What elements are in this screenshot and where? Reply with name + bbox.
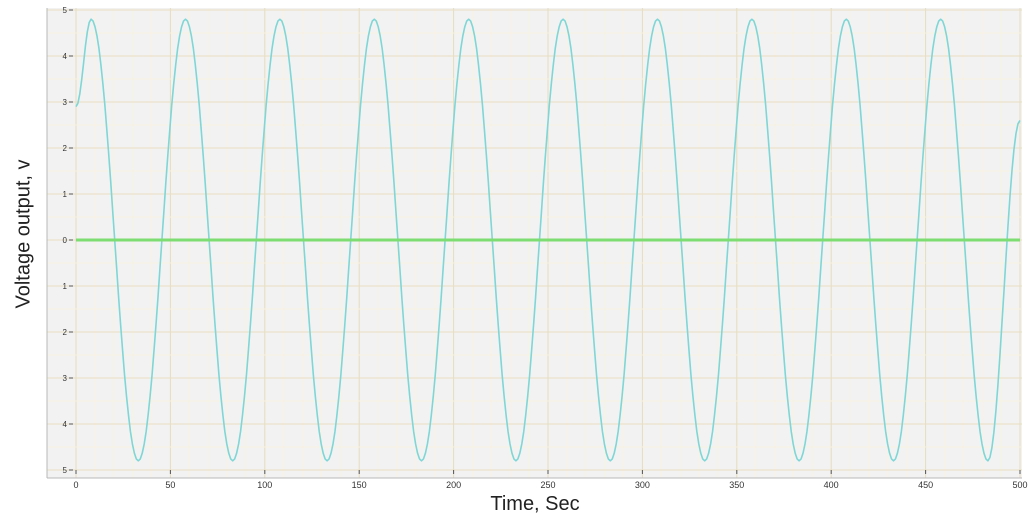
y-tick-label: 2 bbox=[63, 144, 68, 153]
y-tick-label: 1 bbox=[63, 190, 68, 199]
y-tick-label: 4 bbox=[63, 52, 68, 61]
x-tick-label: 350 bbox=[729, 480, 744, 490]
grid bbox=[47, 8, 1022, 478]
x-tick-label: 150 bbox=[352, 480, 367, 490]
series-line-voltage bbox=[75, 18, 1021, 462]
y-tick-label: 2 bbox=[63, 328, 68, 337]
y-tick-label: 4 bbox=[63, 420, 68, 429]
y-tick-label: 3 bbox=[63, 374, 68, 383]
y-tick-label: 5 bbox=[63, 466, 68, 475]
x-tick-labels: 0 50 100 150 200 250 300 350 400 450 500 bbox=[73, 470, 1028, 490]
y-tick-labels: 5 4 3 2 1 0 1 2 3 4 5 bbox=[63, 6, 73, 475]
x-tick-label: 200 bbox=[446, 480, 461, 490]
y-tick-label: 3 bbox=[63, 98, 68, 107]
x-tick-label: 250 bbox=[540, 480, 555, 490]
y-axis-label-text: Voltage output, v bbox=[12, 159, 35, 309]
x-tick-label: 100 bbox=[257, 480, 272, 490]
x-tick-label: 500 bbox=[1012, 480, 1027, 490]
x-tick-label: 400 bbox=[824, 480, 839, 490]
x-axis-label: Time, Sec bbox=[490, 493, 580, 515]
x-tick-label: 50 bbox=[165, 480, 175, 490]
x-tick-label: 450 bbox=[918, 480, 933, 490]
series-layer bbox=[75, 18, 1021, 462]
axes bbox=[46, 8, 1022, 479]
y-tick-label: 1 bbox=[63, 282, 68, 291]
x-tick-label: 0 bbox=[73, 480, 78, 490]
x-tick-label: 300 bbox=[635, 480, 650, 490]
y-tick-label: 5 bbox=[63, 6, 68, 15]
y-tick-label: 0 bbox=[63, 236, 68, 245]
